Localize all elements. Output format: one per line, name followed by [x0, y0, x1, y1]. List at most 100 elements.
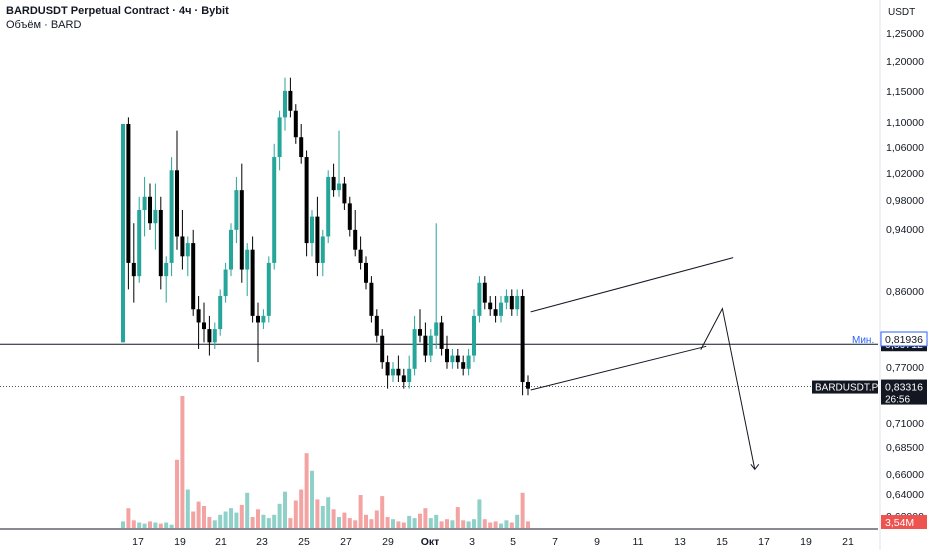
candle-body [374, 315, 379, 336]
candle-body [418, 329, 422, 336]
candle-body [434, 322, 439, 336]
candle-body [488, 302, 493, 310]
candle-body [185, 243, 190, 257]
volume-bar [207, 517, 212, 528]
time-tick-label: 21 [215, 536, 227, 548]
candle-body [380, 335, 385, 363]
candle-body [396, 368, 401, 376]
volume-legend: Объём · BARD [6, 19, 82, 31]
candle-body [364, 262, 368, 283]
projection-arrowhead [750, 464, 760, 471]
volume-bar [293, 500, 298, 528]
volume-bar [423, 508, 428, 528]
volume-bar [266, 518, 271, 528]
candle-body [299, 137, 304, 158]
candle-body [256, 315, 260, 323]
volume-bar [288, 518, 293, 528]
volume-bar [223, 511, 228, 528]
price-tick-label: 0,98000 [886, 195, 924, 207]
price-tick-label: 0,68500 [886, 442, 924, 454]
price-tick-label: 1,15000 [886, 86, 924, 98]
candle-body [358, 249, 363, 263]
candle-body [304, 157, 309, 244]
volume-bar [342, 512, 347, 528]
volume-bar [499, 523, 503, 528]
volume-bar [326, 497, 331, 528]
candle-body [223, 269, 228, 297]
symbol-title: BARDUSDT Perpetual Contract · 4ч · Bybit [6, 5, 229, 17]
price-tick-label: 0,71000 [886, 418, 924, 430]
time-tick-label: 15 [716, 536, 728, 548]
volume-bar [277, 503, 282, 528]
volume-bar [396, 521, 401, 528]
channel-bottom-line [530, 345, 707, 391]
candle-body [385, 362, 390, 376]
candle-body [266, 262, 271, 316]
volume-bar [439, 521, 444, 528]
volume-bar [202, 506, 206, 528]
volume-bar [374, 510, 379, 528]
candle-body [472, 315, 476, 356]
candle-body [477, 282, 482, 316]
volume-bar [310, 470, 314, 528]
volume-bar [304, 453, 309, 528]
candle-body [196, 309, 201, 323]
volume-bar [261, 514, 266, 528]
candle-body [218, 296, 223, 330]
candle-body [407, 368, 412, 383]
volume-bar [164, 522, 169, 528]
candle-body [337, 183, 341, 191]
volume-bar [493, 521, 498, 528]
volume-bar [515, 514, 520, 528]
volume-bar [283, 491, 287, 528]
volume-bar [364, 514, 368, 528]
candle-body [158, 209, 163, 277]
price-tick-label: 1,10000 [886, 117, 924, 129]
time-tick-label: 23 [256, 536, 268, 548]
volume-bar [337, 517, 341, 528]
volume-bar [434, 514, 439, 528]
min-value: 0,81936 [885, 334, 923, 346]
axis-currency: USDT [888, 7, 915, 18]
volume-bar [455, 507, 460, 528]
volume-bar [353, 520, 358, 528]
volume-label-bg [881, 515, 927, 529]
volume-bar [126, 508, 131, 528]
volume-bar [239, 504, 244, 528]
time-tick-label: 7 [552, 536, 558, 548]
time-tick-label: Окт [421, 536, 440, 548]
candle-body [412, 329, 417, 369]
symbol-tag-bg [812, 380, 878, 394]
volume-bar [315, 499, 320, 528]
candle-body [445, 348, 449, 363]
candle-body [369, 282, 374, 316]
candle-body [439, 322, 444, 349]
volume-bar [385, 517, 390, 528]
candle-body [207, 329, 212, 343]
volume-bar [185, 489, 190, 528]
candle-body [239, 190, 244, 270]
volume-bar [461, 520, 466, 528]
candle-body [482, 282, 487, 303]
volume-bar [509, 522, 514, 528]
volume-bar [256, 509, 260, 528]
time-tick-label: 13 [674, 536, 686, 548]
candle-body [169, 170, 174, 263]
time-tick-label: 21 [842, 536, 854, 548]
candle-body [342, 183, 347, 204]
price-tick-label: 0,86000 [886, 286, 924, 298]
time-tick-label: 25 [298, 536, 310, 548]
candle-body [153, 209, 158, 224]
candle-body [245, 249, 250, 270]
volume-bar [191, 511, 196, 528]
time-tick-label: 11 [633, 536, 644, 548]
volume-bar [520, 492, 525, 528]
candle-body [331, 176, 336, 191]
candle-body [428, 335, 433, 356]
candle-body [288, 90, 293, 111]
volume-bar [245, 492, 250, 528]
volume-bar [218, 514, 223, 528]
last-price-label: 0,83316 [885, 382, 923, 394]
volume-bar [358, 495, 363, 528]
